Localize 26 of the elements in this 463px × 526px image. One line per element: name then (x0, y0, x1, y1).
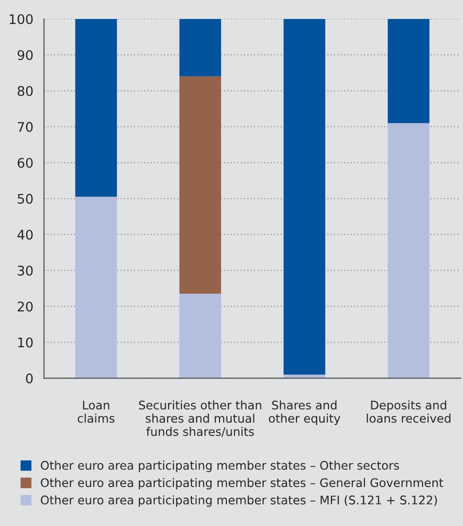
legend-label: Other euro area participating member states – MFI (S.121 + S.122) (40, 495, 437, 507)
x-tick-label: Deposits and loans received (366, 400, 450, 423)
y-tick-label: 70 (18, 122, 33, 132)
x-tick-label: Shares and other equity (268, 400, 340, 426)
y-tick-label: 20 (18, 302, 33, 312)
y-tick-label: 50 (18, 194, 33, 204)
y-tick-label: 30 (18, 266, 33, 276)
bar (179, 76, 222, 294)
y-tick-label: 80 (18, 86, 33, 96)
bar (75, 18, 117, 197)
legend-label: Other euro area participating member states – General Government (40, 478, 444, 490)
legend-label: Other euro area participating member states – Other sectors (40, 460, 399, 472)
bar (179, 294, 222, 378)
x-tick-label: Securities other than shares and mutual funds shares/units (139, 400, 262, 437)
y-tick-label: 60 (18, 158, 33, 168)
x-tick-label: Loan claims (78, 400, 114, 423)
y-tick-label: 40 (17, 230, 33, 240)
bar (388, 123, 430, 378)
bar (284, 18, 326, 375)
y-tick-label: 10 (18, 337, 33, 348)
y-tick-label: 0 (26, 373, 33, 384)
y-tick-label: 90 (18, 50, 33, 60)
bar (179, 18, 222, 76)
y-tick-label: 100 (10, 14, 33, 24)
bar (75, 196, 117, 378)
bar (388, 18, 430, 124)
